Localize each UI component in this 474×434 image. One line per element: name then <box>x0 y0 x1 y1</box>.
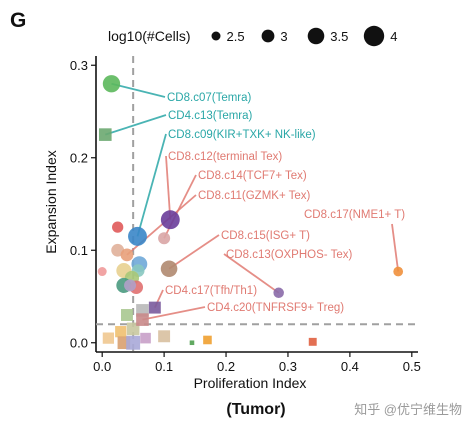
x-tick-label: 0.1 <box>155 359 173 374</box>
y-tick-label: 0.0 <box>70 335 88 350</box>
scatter-point <box>112 221 124 233</box>
labeled-scatter-point <box>120 248 134 262</box>
label-connector-line <box>136 133 167 237</box>
label-connector-line <box>111 82 166 98</box>
labeled-scatter-point <box>273 287 284 299</box>
scatter-point <box>308 337 317 346</box>
chart-subtitle: (Tumor) <box>226 401 285 418</box>
labeled-scatter-point <box>158 232 171 245</box>
legend-title: log10(#Cells) <box>108 28 190 44</box>
label-connector-line <box>105 114 167 136</box>
panel-letter: G <box>10 9 26 32</box>
x-tick-label: 0.4 <box>341 359 359 374</box>
point-label: CD8.c14(TCF7+ Tex) <box>198 170 307 182</box>
label-connector-line <box>142 306 206 321</box>
label-connector-line <box>168 234 220 270</box>
y-axis-label: Expansion Index <box>43 150 59 254</box>
plot-axes: 0.0 0.1 0.2 0.3 0.4 0.5 0.0 0.1 0.2 0.3 <box>70 56 421 374</box>
point-label: CD8.c07(Temra) <box>167 92 252 104</box>
point-label: CD8.c09(KIR+TXK+ NK-like) <box>168 129 316 141</box>
scatter-point <box>126 335 141 350</box>
point-label: CD8.c15(ISG+ T) <box>221 230 310 242</box>
legend-size-label: 3.5 <box>330 29 348 44</box>
y-tick-label: 0.3 <box>70 58 88 73</box>
label-connector-line <box>223 253 280 294</box>
legend-size-circle <box>261 29 275 43</box>
labeled-scatter-point <box>102 75 121 93</box>
scatter-point <box>97 267 107 277</box>
labeled-scatter-point <box>160 210 180 230</box>
watermark: 知乎 @优宁维生物 <box>354 402 462 417</box>
point-label: CD8.c11(GZMK+ Tex) <box>198 190 311 202</box>
legend-entries: 2.5 3 3.5 4 <box>211 25 397 47</box>
point-label: CD8.c17(NME1+ T) <box>304 209 405 221</box>
scatter-point <box>140 332 151 344</box>
scatter-point <box>102 332 115 344</box>
scatter-point <box>115 326 127 338</box>
threshold-lines <box>96 56 418 352</box>
scatter-point <box>203 335 212 345</box>
labeled-scatter-point <box>98 128 112 141</box>
point-label: CD8.c13(OXPHOS- Tex) <box>226 249 352 261</box>
point-label: CD4.c13(Temra) <box>168 110 253 122</box>
scatter-point <box>158 330 171 343</box>
scatter-point <box>120 309 133 321</box>
legend-size-circle <box>363 25 385 47</box>
labeled-scatter-point <box>148 301 161 314</box>
x-tick-label: 0.2 <box>217 359 235 374</box>
label-connector-line <box>391 223 400 272</box>
x-tick-label: 0.0 <box>93 359 111 374</box>
x-tick-label: 0.3 <box>279 359 297 374</box>
legend-size-circle <box>211 31 221 41</box>
point-label: CD8.c12(terminal Tex) <box>168 151 282 163</box>
legend-size-label: 3 <box>280 29 287 44</box>
label-connector-line <box>165 155 172 220</box>
label-connector-line <box>126 194 197 256</box>
labeled-scatter-point <box>160 260 178 278</box>
x-axis-label: Proliferation Index <box>194 375 307 391</box>
legend-size-label: 4 <box>390 29 397 44</box>
point-labels: CD8.c07(Temra) CD4.c13(Temra) CD8.c09(KIR+… <box>165 92 405 314</box>
scatter-point <box>189 340 195 346</box>
point-label: CD4.c20(TNFRSF9+ Treg) <box>207 302 344 314</box>
point-label: CD4.c17(Tfh/Th1) <box>165 285 257 297</box>
scatter-point <box>124 279 137 292</box>
legend-size-label: 2.5 <box>227 29 245 44</box>
labeled-scatter-point <box>393 266 404 277</box>
labeled-scatter-point <box>128 226 147 246</box>
labeled-scatter-point <box>136 313 149 326</box>
y-tick-label: 0.1 <box>70 243 88 258</box>
legend-size-circle <box>307 27 325 45</box>
x-tick-label: 0.5 <box>403 359 421 374</box>
data-points <box>97 75 404 350</box>
y-tick-label: 0.2 <box>70 150 88 165</box>
